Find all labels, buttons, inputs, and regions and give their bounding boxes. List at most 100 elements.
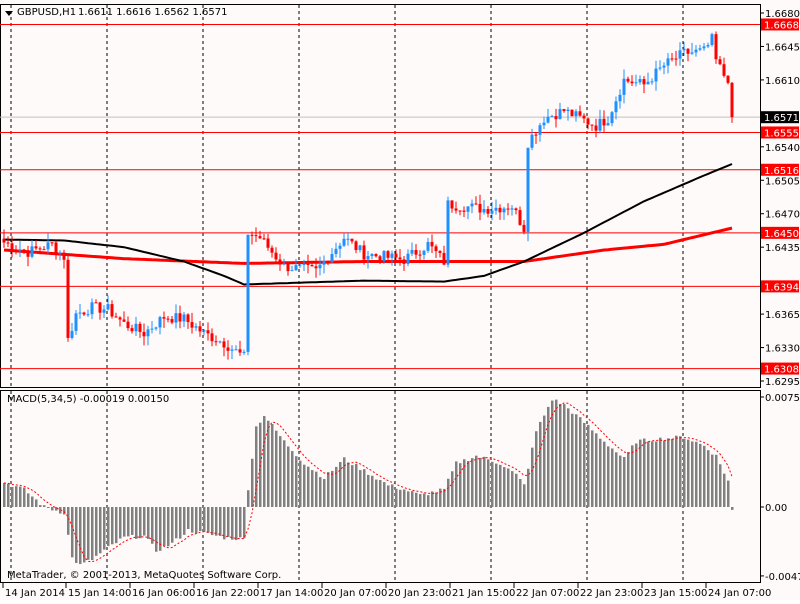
macd-histogram-bar: [387, 485, 390, 507]
macd-histogram-bar: [87, 507, 90, 560]
macd-tick-label: 0.00755: [765, 393, 800, 404]
macd-histogram-bar: [327, 472, 330, 507]
macd-histogram-bar: [555, 399, 558, 507]
macd-histogram-bar: [71, 507, 74, 558]
candle-bull: [610, 112, 614, 124]
macd-histogram-bar: [347, 462, 350, 507]
macd-histogram-bar: [335, 466, 338, 507]
macd-histogram-bar: [707, 450, 710, 507]
collapse-arrow-icon[interactable]: [5, 11, 13, 16]
macd-histogram-bar: [363, 469, 366, 507]
candle-bear: [42, 249, 46, 251]
macd-histogram-bar: [463, 459, 466, 507]
macd-histogram-bar: [259, 422, 262, 507]
macd-histogram-bar: [31, 496, 34, 507]
macd-histogram-bar: [431, 491, 434, 507]
macd-histogram-bar: [411, 491, 414, 507]
candle-bull: [614, 101, 618, 113]
candle-bull: [218, 341, 222, 343]
macd-histogram-bar: [499, 464, 502, 507]
candle-bear: [258, 236, 262, 239]
level-badge: [761, 18, 799, 31]
candle-bull: [482, 209, 486, 213]
macd-histogram-bar: [263, 416, 266, 507]
candle-bear: [442, 252, 446, 265]
candle-bear: [222, 341, 226, 348]
macd-histogram-bar: [607, 446, 610, 507]
grid: [0, 4, 761, 583]
candle-bear: [326, 260, 330, 263]
candle-bull: [622, 78, 626, 95]
macd-histogram-bar: [663, 440, 666, 507]
candle-bull: [86, 314, 90, 316]
candle-bull: [710, 34, 714, 45]
candle-bear: [26, 250, 30, 257]
macd-histogram-bar: [727, 480, 730, 507]
candle-bull: [174, 313, 178, 323]
candle-bull: [470, 203, 474, 207]
level-label: 1.6394: [764, 282, 799, 293]
candle-bear: [178, 313, 182, 322]
macd-label: MACD(5,34,5) -0.00019 0.00150: [7, 394, 169, 405]
macd-histogram-bar: [415, 492, 418, 507]
macd-panel: [3, 399, 734, 565]
macd-histogram-bar: [423, 493, 426, 507]
candle-bear: [554, 116, 558, 120]
candle-bear: [266, 238, 270, 248]
candle-bear: [486, 209, 490, 214]
macd-histogram-bar: [479, 457, 482, 507]
macd-histogram-bar: [59, 507, 62, 514]
macd-histogram-bar: [667, 438, 670, 507]
macd-histogram-bar: [407, 491, 410, 507]
candle-bull: [566, 109, 570, 112]
candle-bull: [638, 79, 642, 83]
candle-bull: [58, 252, 62, 254]
macd-histogram-bar: [67, 507, 70, 535]
macd-histogram-bar: [319, 477, 322, 507]
candle-bear: [186, 314, 190, 323]
candle-bull: [466, 206, 470, 212]
candle-bull: [290, 270, 294, 272]
macd-histogram-bar: [515, 473, 518, 507]
candle-bull: [322, 260, 326, 265]
candle-bear: [310, 264, 314, 267]
candle-bear: [22, 249, 26, 251]
macd-histogram-bar: [135, 507, 138, 539]
candle-bear: [582, 115, 586, 119]
candle-bear: [534, 134, 538, 136]
macd-histogram-bar: [367, 474, 370, 507]
axes: 1.6680 1.6645 1.6610 1.6540 1.6505 1.6470 1.64…: [2, 9, 800, 599]
macd-histogram-bar: [611, 448, 614, 507]
price-tick-label: 1.6505: [765, 176, 800, 187]
candle-bear: [350, 238, 354, 242]
candle-bear: [306, 263, 310, 265]
time-label: 21 Jan 15:00: [452, 588, 515, 599]
macd-histogram-bar: [191, 507, 194, 533]
macd-histogram-bar: [651, 441, 654, 507]
level-badge: [761, 126, 799, 139]
candle-bull: [154, 327, 158, 329]
macd-histogram-bar: [187, 507, 190, 530]
candle-bull: [46, 242, 50, 250]
macd-histogram-bar: [567, 408, 570, 507]
candle-bull: [182, 314, 186, 322]
candle-bear: [670, 58, 674, 60]
macd-histogram-bar: [539, 421, 542, 507]
candle-bull: [90, 302, 94, 315]
macd-histogram-bar: [371, 475, 374, 507]
macd-histogram-bar: [47, 507, 50, 509]
candle-bear: [626, 78, 630, 82]
macd-histogram-bar: [155, 507, 158, 552]
macd-histogram-bar: [211, 507, 214, 536]
macd-histogram-bar: [379, 479, 382, 507]
macd-histogram-bar: [79, 507, 82, 565]
candle-bear: [270, 247, 274, 253]
candle-bear: [114, 316, 118, 318]
candle-bull: [366, 256, 370, 260]
macd-histogram-bar: [199, 507, 202, 531]
macd-histogram-bar: [627, 452, 630, 507]
macd-histogram-bar: [559, 403, 562, 507]
macd-tick-label: 0.00: [765, 503, 787, 514]
